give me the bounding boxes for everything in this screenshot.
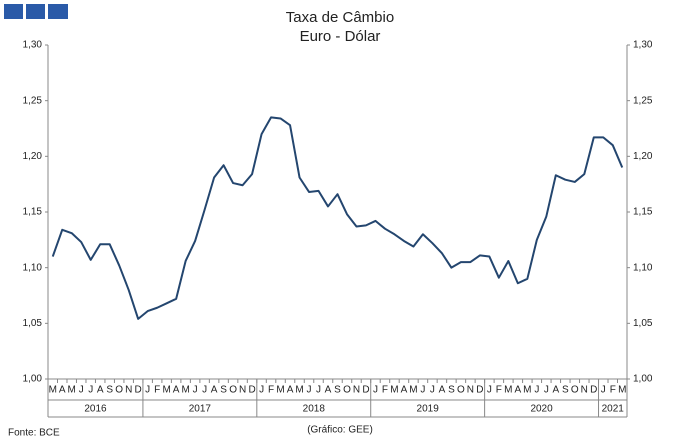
y-tick-label: 1,20 [23,151,43,162]
x-tick-label: M [276,385,284,396]
year-label: 2017 [189,404,212,415]
x-tick-label: M [504,385,512,396]
x-tick-label: J [79,385,84,396]
x-tick-label: F [610,385,616,396]
x-tick-label: N [467,385,474,396]
y2-tick-label: 1,30 [633,40,653,51]
x-tick-label: J [373,385,378,396]
y2-tick-label: 1,05 [633,318,653,329]
x-tick-label: A [439,385,446,396]
x-tick-label: D [248,385,255,396]
x-tick-label: J [202,385,207,396]
x-tick-label: A [173,385,180,396]
x-tick-label: F [382,385,388,396]
x-tick-label: M [162,385,170,396]
logo-block [26,4,45,19]
x-tick-label: J [430,385,435,396]
x-tick-label: N [581,385,588,396]
x-tick-label: F [154,385,160,396]
chart-subtitle: Euro - Dólar [300,28,381,45]
x-tick-label: A [97,385,104,396]
year-label: 2020 [530,404,553,415]
x-tick-label: J [534,385,539,396]
x-tick-label: M [181,385,189,396]
y2-tick-label: 1,25 [633,95,653,106]
year-label: 2019 [417,404,440,415]
x-tick-label: J [193,385,198,396]
x-tick-label: M [523,385,531,396]
x-tick-label: D [135,385,142,396]
x-tick-label: J [601,385,606,396]
y2-tick-label: 1,20 [633,151,653,162]
x-tick-label: O [457,385,465,396]
x-tick-label: J [259,385,264,396]
x-tick-label: M [49,385,57,396]
x-tick-label: M [618,385,626,396]
y-tick-label: 1,00 [23,374,43,385]
x-tick-label: O [229,385,237,396]
year-label: 2021 [602,404,625,415]
note: (Gráfico: GEE) [307,425,373,436]
x-tick-label: J [307,385,312,396]
y2-tick-label: 1,15 [633,207,653,218]
x-tick-label: A [325,385,332,396]
x-tick-label: J [145,385,150,396]
x-tick-label: J [544,385,549,396]
x-tick-label: O [115,385,123,396]
x-tick-label: N [239,385,246,396]
x-tick-label: F [496,385,502,396]
y-tick-label: 1,30 [23,40,43,51]
x-tick-label: M [295,385,303,396]
logo-block [48,4,68,19]
y-tick-label: 1,25 [23,95,43,106]
line-series [51,116,624,320]
x-tick-label: S [562,385,569,396]
chart-title: Taxa de Câmbio [286,9,394,26]
y2-tick-label: 1,00 [633,374,653,385]
x-tick-label: F [268,385,274,396]
year-label: 2018 [303,404,326,415]
y-tick-label: 1,15 [23,207,43,218]
x-tick-label: N [125,385,132,396]
x-tick-label: D [362,385,369,396]
y-tick-label: 1,10 [23,262,43,273]
y-tick-label: 1,05 [23,318,43,329]
x-tick-label: A [287,385,294,396]
x-tick-label: D [590,385,597,396]
source: Fonte: BCE [8,428,60,439]
x-tick-label: J [316,385,321,396]
x-tick-label: A [552,385,559,396]
x-tick-label: D [476,385,483,396]
x-tick-label: S [106,385,113,396]
x-tick-label: A [59,385,66,396]
x-tick-label: J [487,385,492,396]
x-tick-label: J [88,385,93,396]
year-label: 2016 [84,404,107,415]
y2-tick-label: 1,10 [633,262,653,273]
x-tick-label: S [448,385,455,396]
x-tick-label: A [211,385,218,396]
x-tick-label: A [515,385,522,396]
x-tick-label: S [334,385,341,396]
x-tick-label: O [571,385,579,396]
x-tick-label: O [343,385,351,396]
x-tick-label: S [220,385,227,396]
x-tick-label: M [390,385,398,396]
x-tick-label: A [401,385,408,396]
x-tick-label: J [420,385,425,396]
x-tick-label: M [68,385,76,396]
x-tick-label: M [409,385,417,396]
logo-block [4,4,23,19]
x-tick-label: N [353,385,360,396]
